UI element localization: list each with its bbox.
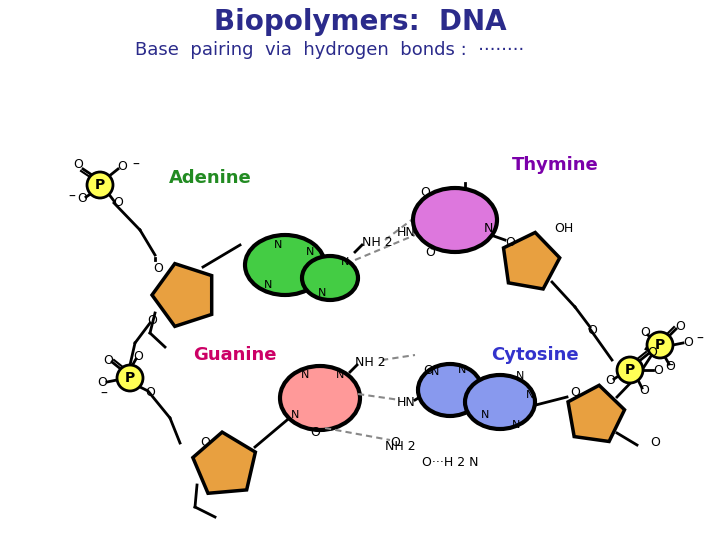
Text: N: N [274,240,282,250]
Polygon shape [503,232,559,289]
Text: N: N [291,410,300,420]
Text: O: O [665,361,675,374]
Text: –: – [696,332,703,346]
Ellipse shape [465,375,535,429]
Text: –: – [68,190,76,204]
Circle shape [87,172,113,198]
Text: O: O [653,363,663,376]
Text: N: N [516,371,524,381]
Text: NH 2: NH 2 [362,235,392,248]
Text: O: O [133,349,143,362]
Text: O: O [640,327,650,340]
Text: OH: OH [554,221,574,234]
Text: N: N [318,288,326,298]
Text: Adenine: Adenine [168,169,251,187]
Text: O: O [639,383,649,396]
Text: P: P [95,178,105,192]
Ellipse shape [418,364,482,416]
Text: Thymine: Thymine [512,156,598,174]
Text: O: O [423,363,433,376]
Text: O: O [650,436,660,449]
Text: O: O [77,192,87,206]
Ellipse shape [302,256,358,300]
Text: NH 2: NH 2 [355,355,386,368]
Text: O: O [605,374,615,387]
Ellipse shape [413,188,497,252]
Text: N: N [341,257,349,267]
Text: N: N [458,365,466,375]
Circle shape [617,357,643,383]
Text: O: O [103,354,113,367]
Text: N: N [526,390,534,400]
Text: O: O [425,246,435,259]
Text: O: O [420,186,430,199]
Text: O: O [570,386,580,399]
Text: O: O [147,314,157,327]
Text: O: O [310,426,320,438]
Text: Base  pairing  via  hydrogen  bonds :  ········: Base pairing via hydrogen bonds : ······… [135,41,525,59]
Text: O: O [505,235,515,248]
Text: HN: HN [396,226,415,239]
Text: N: N [512,420,520,430]
Text: O: O [97,375,107,388]
Text: P: P [655,338,665,352]
Text: O: O [200,435,210,449]
Polygon shape [568,386,624,442]
Text: –: – [132,158,140,172]
Text: N: N [481,410,489,420]
Ellipse shape [280,366,360,430]
Text: N: N [264,280,272,290]
Text: O: O [145,386,155,399]
Text: O: O [117,160,127,173]
Ellipse shape [245,235,325,295]
Text: N: N [306,247,314,257]
Text: N: N [301,370,309,380]
Text: –: – [667,359,673,373]
Polygon shape [193,432,256,493]
Text: Biopolymers:  DNA: Biopolymers: DNA [214,8,506,36]
Text: Guanine: Guanine [193,346,276,364]
Text: NH 2: NH 2 [384,441,415,454]
Text: O: O [683,336,693,349]
Polygon shape [152,264,212,326]
Text: O: O [153,261,163,274]
Text: O: O [113,197,123,210]
Text: N: N [336,370,344,380]
Text: O: O [675,321,685,334]
Text: O: O [73,159,83,172]
Text: O: O [647,346,657,359]
Text: –: – [101,387,107,401]
Text: Cytosine: Cytosine [491,346,579,364]
Circle shape [647,332,673,358]
Text: O: O [587,323,597,336]
Text: P: P [625,363,635,377]
Text: P: P [125,371,135,385]
Text: HN: HN [396,395,415,408]
Circle shape [117,365,143,391]
Text: N: N [431,367,439,377]
Text: O: O [390,436,400,449]
Text: N: N [483,221,492,234]
Text: O···H 2 N: O···H 2 N [422,456,478,469]
